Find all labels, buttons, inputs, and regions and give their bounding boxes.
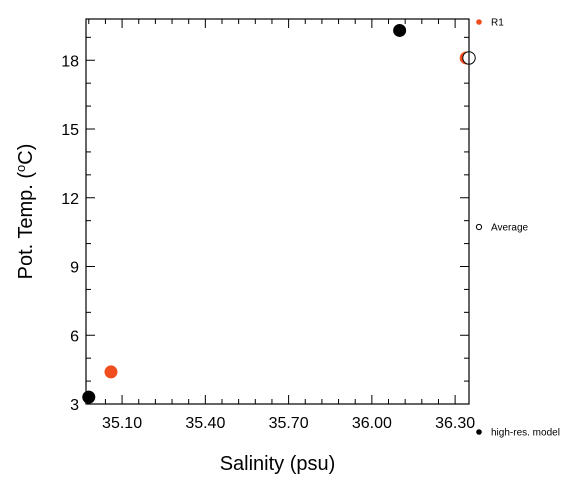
data-point-r1 [104,365,118,379]
data-point-high-res-model [393,23,407,37]
x-tick-label: 36.30 [435,415,475,432]
y-tick-label: 15 [61,122,79,139]
y-axis-title-superscript: o [13,165,28,172]
legend-marker-average [475,223,483,231]
legend-marker-high-res-model [476,429,482,435]
x-tick-label: 36.00 [352,415,392,432]
legend-marker-r1 [476,19,482,25]
legend-label-average: Average [491,223,529,234]
tick-marks [86,19,469,405]
y-axis-title-tail: C) [15,144,37,165]
data-points [82,23,476,404]
y-tick-label: 12 [61,191,79,208]
y-axis-title: Pot. Temp. (oC) [13,144,37,280]
x-tick-label: 35.40 [185,415,225,432]
legend-label-high-res-model: high-res. model [491,428,560,439]
x-tick-label: 35.70 [269,415,309,432]
legend: high-res. model R1 Average [475,18,560,439]
data-point-high-res-model [82,390,96,404]
y-tick-label: 6 [70,328,79,345]
x-axis-title: Salinity (psu) [220,453,336,475]
y-axis-title-main: Pot. Temp. ( [15,172,37,280]
x-tick-label: 35.10 [102,415,142,432]
y-tick-label: 3 [70,397,79,414]
legend-label-r1: R1 [491,18,504,29]
y-tick-label: 18 [61,53,79,70]
y-tick-label: 9 [70,260,79,277]
plot-frame [85,18,470,405]
tick-labels: 35.10 35.40 35.70 36.00 36.30 3 6 9 12 15 18 [61,53,475,432]
